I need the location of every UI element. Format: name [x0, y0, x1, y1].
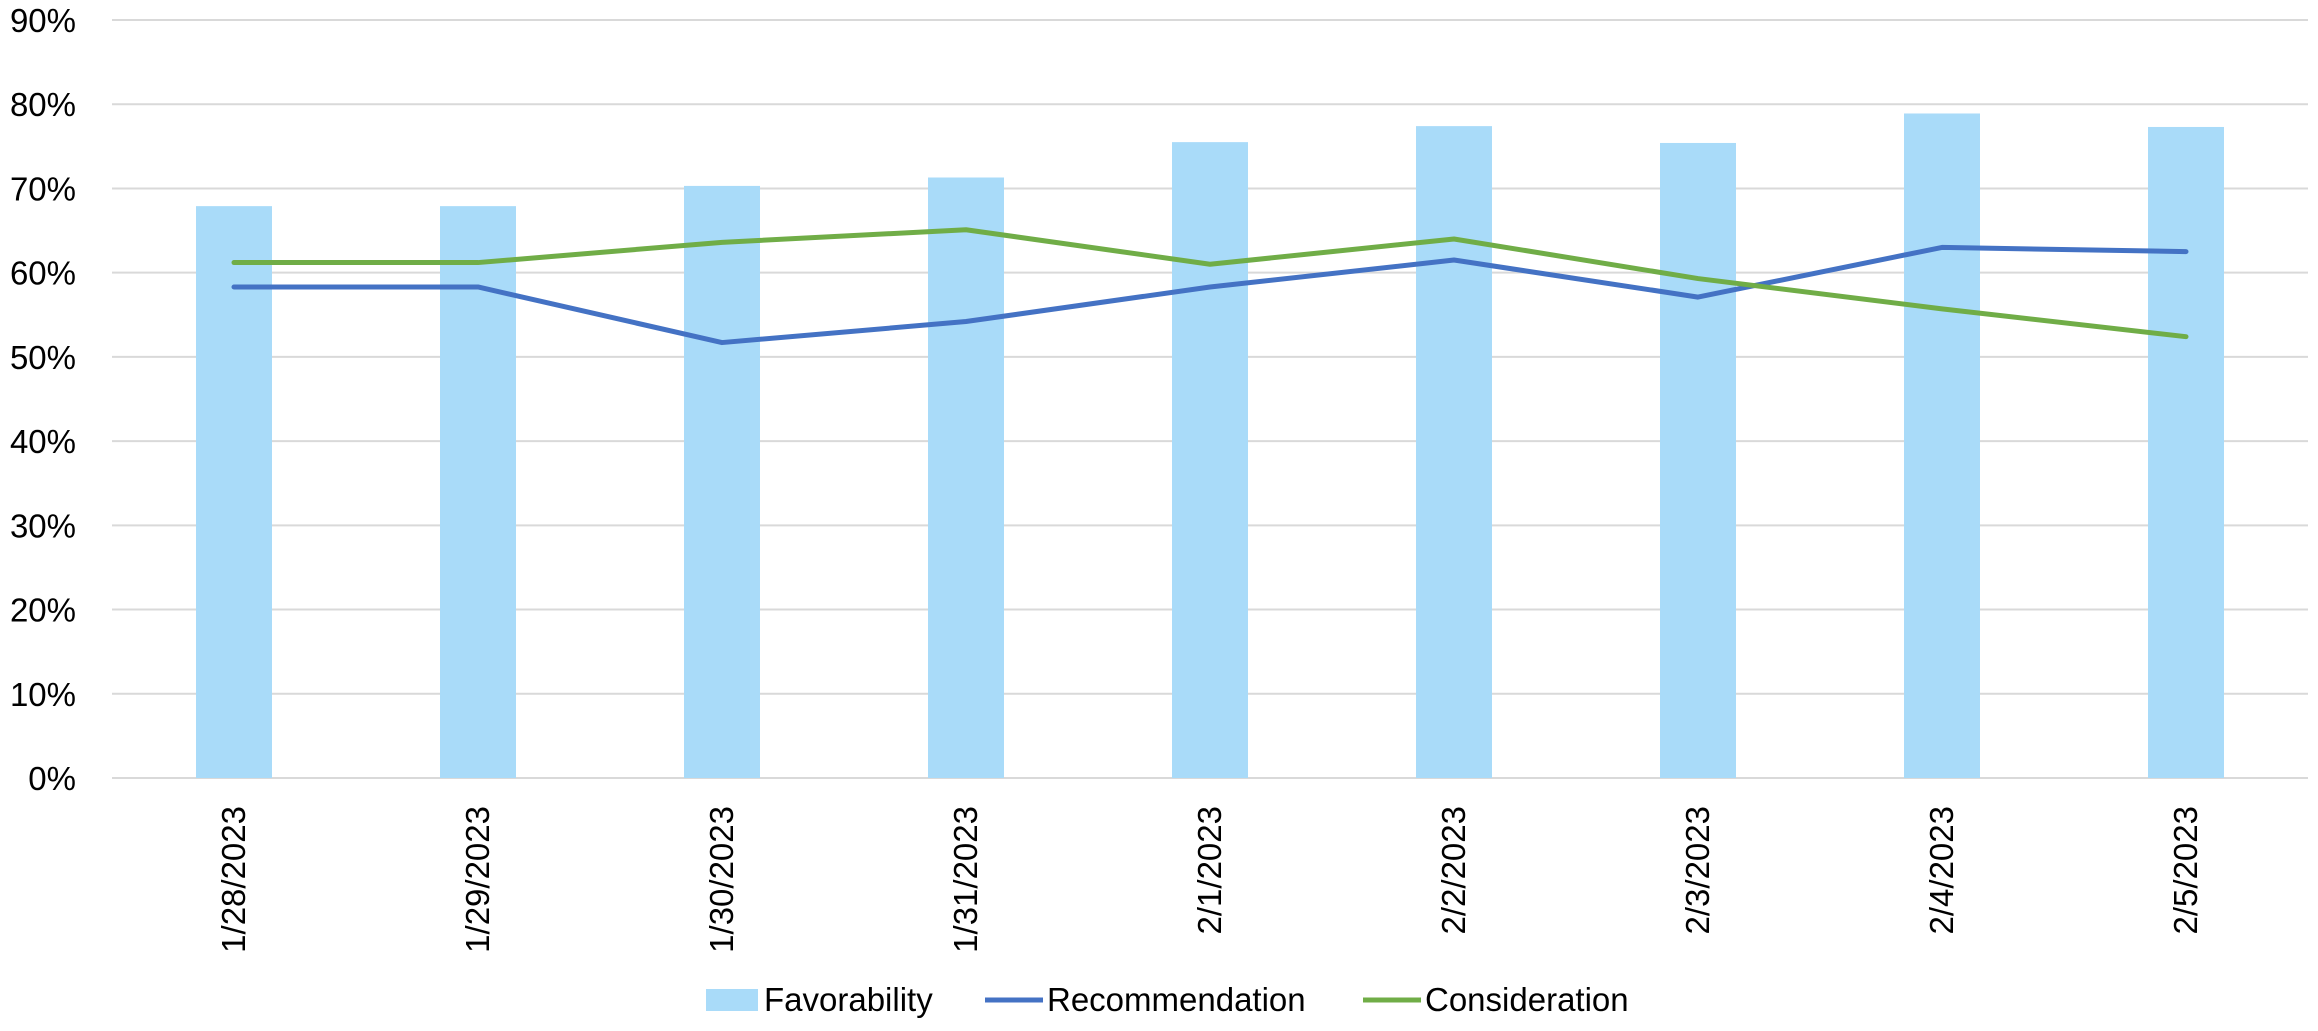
favorability-bar [1416, 126, 1492, 779]
x-tick-label: 2/1/2023 [1191, 806, 1228, 934]
legend-item-recommendation: Recommendation [985, 981, 1306, 1018]
x-tick-label: 2/5/2023 [2167, 806, 2204, 934]
legend-label: Favorability [764, 981, 933, 1018]
consideration-line [231, 227, 2189, 340]
favorability-bars [196, 113, 2224, 779]
favorability-bar [1904, 113, 1980, 778]
legend-item-favorability: Favorability [706, 981, 933, 1018]
y-tick-label: 0% [28, 760, 76, 797]
favorability-bar [196, 206, 272, 778]
favorability-bar [440, 206, 516, 778]
favorability-bar [2148, 126, 2224, 778]
favorability-bar [1172, 142, 1248, 779]
y-tick-label: 90% [10, 2, 76, 39]
x-axis-ticks: 1/28/2023 1/29/2023 1/30/2023 1/31/2023 2/1/… [215, 806, 2204, 953]
legend-label: Recommendation [1047, 981, 1306, 1018]
x-tick-label: 2/2/2023 [1435, 806, 1472, 934]
legend-swatch-bar [706, 989, 758, 1011]
favorability-bar [1660, 142, 1736, 778]
favorability-bar [928, 177, 1004, 779]
y-tick-label: 80% [10, 86, 76, 123]
y-tick-label: 20% [10, 592, 76, 629]
x-tick-label: 2/3/2023 [1679, 806, 1716, 934]
x-tick-label: 1/31/2023 [947, 806, 984, 953]
x-tick-label: 1/28/2023 [215, 806, 252, 953]
y-axis-ticks: 0% 10% 20% 30% 40% 50% 60% 70% 80% 90% [10, 2, 76, 797]
y-tick-label: 60% [10, 255, 76, 292]
recommendation-line [231, 244, 2189, 346]
legend-item-consideration: Consideration [1363, 981, 1629, 1018]
y-tick-label: 30% [10, 507, 76, 544]
legend-label: Consideration [1425, 981, 1629, 1018]
x-tick-label: 2/4/2023 [1923, 806, 1960, 934]
y-tick-label: 40% [10, 423, 76, 460]
x-tick-label: 1/29/2023 [459, 806, 496, 953]
favorability-bar [684, 185, 760, 778]
y-tick-label: 10% [10, 676, 76, 713]
trend-lines [231, 227, 2189, 346]
legend: Favorability Recommendation Consideration [706, 981, 1629, 1018]
x-tick-label: 1/30/2023 [703, 806, 740, 953]
y-tick-label: 70% [10, 170, 76, 207]
y-tick-label: 50% [10, 339, 76, 376]
